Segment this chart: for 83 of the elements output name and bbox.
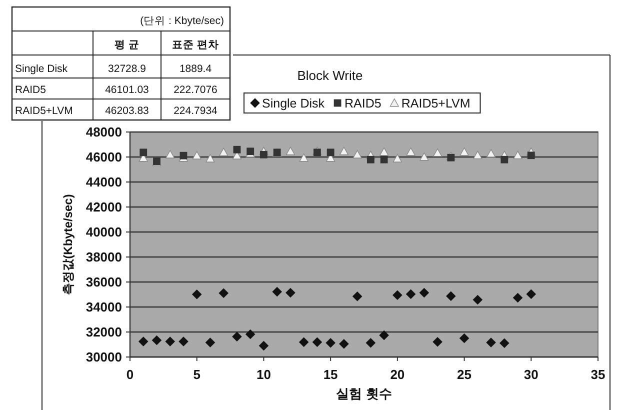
y-tick-label: 40000 <box>86 224 122 240</box>
y-tick-label: 48000 <box>86 124 122 140</box>
point <box>218 288 228 298</box>
x-tick-label: 25 <box>457 367 472 382</box>
point <box>366 156 374 164</box>
point <box>246 330 256 339</box>
point <box>166 150 175 158</box>
y-tick-label: 34000 <box>86 300 122 314</box>
point <box>192 290 202 300</box>
point <box>380 147 389 156</box>
point <box>473 150 482 160</box>
point <box>392 290 402 300</box>
point <box>312 337 322 347</box>
point <box>380 156 388 164</box>
point <box>339 146 348 156</box>
point <box>219 148 228 156</box>
point <box>152 336 162 345</box>
x-tick-label: 10 <box>256 367 271 382</box>
point <box>180 152 188 160</box>
point <box>299 337 309 347</box>
point <box>286 146 296 156</box>
point <box>500 156 508 164</box>
point <box>259 341 268 350</box>
point <box>272 287 282 296</box>
x-tick-label: 20 <box>390 367 405 382</box>
point <box>527 152 535 160</box>
stats-table: (단위 : Kbyte/sec) 평 균 표준 편차 Single Disk 32728.9 1889.4 RAID5 46101.03 222.7076 RAID5+LVM 46203.83 224.7934 <box>11 6 231 121</box>
point <box>352 150 362 158</box>
point <box>513 293 522 302</box>
point <box>472 295 482 304</box>
point <box>406 147 416 156</box>
point <box>233 146 241 154</box>
legend-label: RAID5 <box>344 96 382 110</box>
point <box>366 338 376 348</box>
point <box>326 338 336 348</box>
point <box>486 338 496 348</box>
y-tick-label: 42000 <box>86 200 122 214</box>
point <box>326 148 334 156</box>
point <box>513 150 522 160</box>
point <box>460 147 469 156</box>
point <box>232 332 242 342</box>
x-tick-label: 35 <box>590 367 606 382</box>
point <box>178 336 188 346</box>
x-tick-label: 0 <box>126 367 134 382</box>
point <box>165 336 175 346</box>
point <box>339 339 349 349</box>
point <box>419 288 429 298</box>
point <box>206 154 215 162</box>
point <box>140 148 148 156</box>
y-tick-label: 30000 <box>86 350 122 364</box>
y-axis-title: 측정값(Kbyte/sec) <box>61 194 75 295</box>
point <box>206 338 215 348</box>
point <box>138 336 148 346</box>
chart-title: Block Write <box>297 68 363 83</box>
point <box>500 338 510 348</box>
y-tick-label: 32000 <box>86 324 122 340</box>
x-tick-label: 15 <box>323 367 338 382</box>
point <box>379 330 389 340</box>
point <box>406 289 416 299</box>
point <box>460 334 469 343</box>
x-tick-label: 30 <box>524 367 538 382</box>
y-tick-label: 44000 <box>86 174 122 190</box>
y-tick-label: 36000 <box>86 274 122 290</box>
point <box>447 154 455 162</box>
point <box>420 152 429 161</box>
point <box>392 154 402 162</box>
point <box>314 148 321 156</box>
point <box>486 149 496 158</box>
x-tick-label: 5 <box>193 367 200 382</box>
x-axis-title: 실험 횟수 <box>336 386 392 401</box>
point <box>286 288 296 298</box>
point <box>432 148 442 157</box>
point <box>299 153 308 162</box>
legend-label: Single Disk <box>262 96 326 110</box>
point <box>432 337 442 347</box>
y-tick-label: 46000 <box>86 150 122 164</box>
point <box>352 292 362 302</box>
point <box>260 150 268 158</box>
point <box>446 291 456 301</box>
legend-label: RAID5+LVM <box>401 96 470 110</box>
point <box>192 151 202 160</box>
y-tick-label: 38000 <box>86 250 122 264</box>
point <box>526 289 536 299</box>
